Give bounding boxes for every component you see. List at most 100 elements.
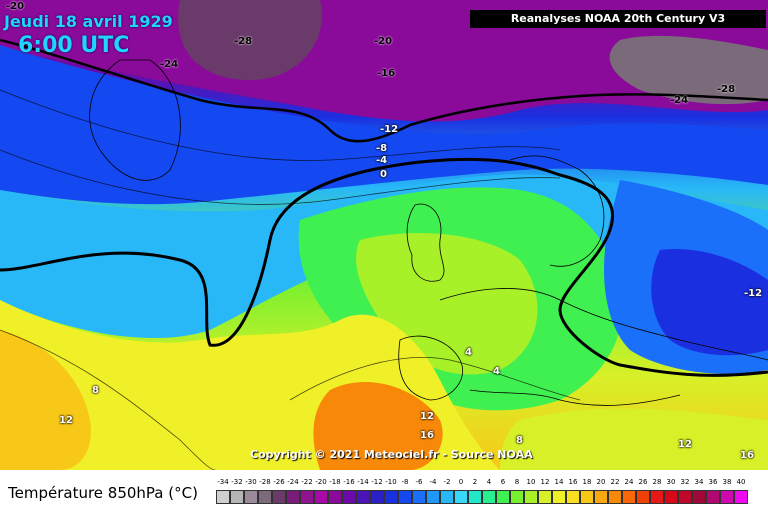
scale-color-swatch bbox=[524, 490, 538, 504]
isotherm-value-label: -24 bbox=[160, 59, 179, 70]
cold-core-greenland bbox=[178, 0, 322, 80]
scale-tick-label: 30 bbox=[666, 478, 676, 486]
scale-color-swatch bbox=[720, 490, 734, 504]
scale-tick-label: 14 bbox=[554, 478, 564, 486]
scale-color-swatch bbox=[412, 490, 426, 504]
isotherm-value-label: -28 bbox=[717, 84, 736, 95]
scale-tick-label: -14 bbox=[357, 478, 369, 486]
east-cold-core bbox=[651, 249, 768, 356]
isotherm-value-label: 4 bbox=[493, 366, 500, 377]
coastline-scandinavia bbox=[509, 155, 605, 267]
scale-tick-label: -18 bbox=[329, 478, 341, 486]
west-warm-zone bbox=[0, 330, 91, 470]
scale-color-swatch bbox=[608, 490, 622, 504]
scale-color-swatch bbox=[692, 490, 706, 504]
isotherm-value-label: 8 bbox=[516, 435, 523, 446]
copyright-label: Copyright © 2021 Meteociel.fr - Source N… bbox=[250, 448, 533, 461]
scale-tick-label: -30 bbox=[245, 478, 257, 486]
scale-color-swatch bbox=[566, 490, 580, 504]
scale-tick-label: 6 bbox=[500, 478, 506, 486]
scale-tick-label: 36 bbox=[708, 478, 718, 486]
coastline-mediterranean bbox=[469, 389, 681, 406]
scale-tick-label: 20 bbox=[596, 478, 606, 486]
scale-tick-label: 34 bbox=[694, 478, 704, 486]
blue-band bbox=[0, 45, 768, 205]
scale-tick-label: -22 bbox=[301, 478, 313, 486]
minus20-isotherm bbox=[0, 38, 768, 143]
scale-color-swatch bbox=[664, 490, 678, 504]
scale-color-swatch bbox=[342, 490, 356, 504]
scale-tick-label: 18 bbox=[582, 478, 592, 486]
scale-tick-label: -28 bbox=[259, 478, 271, 486]
isotherm-value-label: -28 bbox=[234, 36, 253, 47]
scale-color-swatch bbox=[678, 490, 692, 504]
isotherm-value-label: -16 bbox=[377, 68, 396, 79]
scale-color-swatch bbox=[314, 490, 328, 504]
source-label: Reanalyses NOAA 20th Century V3 bbox=[470, 10, 766, 28]
scale-color-swatch bbox=[636, 490, 650, 504]
scale-tick-label: -24 bbox=[287, 478, 299, 486]
scale-tick-label: 26 bbox=[638, 478, 648, 486]
scale-color-swatch bbox=[468, 490, 482, 504]
scale-color-swatch bbox=[496, 490, 510, 504]
scale-color-swatch bbox=[580, 490, 594, 504]
scale-tick-label: 28 bbox=[652, 478, 662, 486]
zero-isotherm bbox=[0, 157, 768, 377]
scale-color-swatch bbox=[594, 490, 608, 504]
cold-core-east bbox=[609, 35, 768, 105]
scale-color-swatch bbox=[622, 490, 636, 504]
scale-color-swatch bbox=[286, 490, 300, 504]
scale-color-swatch bbox=[300, 490, 314, 504]
scale-tick-label: 32 bbox=[680, 478, 690, 486]
scale-tick-label: 2 bbox=[472, 478, 478, 486]
scale-color-swatch bbox=[356, 490, 370, 504]
southeast-warm bbox=[500, 408, 768, 470]
isotherm-value-label: -20 bbox=[6, 1, 25, 12]
scale-tick-label: 38 bbox=[722, 478, 732, 486]
isotherm-value-label: 12 bbox=[59, 415, 73, 426]
scale-color-swatch bbox=[426, 490, 440, 504]
scale-tick-label: -2 bbox=[443, 478, 451, 486]
scale-tick-label: 10 bbox=[526, 478, 536, 486]
scale-tick-label: 0 bbox=[458, 478, 464, 486]
scale-tick-label: -8 bbox=[401, 478, 409, 486]
scale-color-swatch bbox=[650, 490, 664, 504]
temperature-map bbox=[0, 0, 768, 470]
scale-color-swatch bbox=[272, 490, 286, 504]
time-label: 6:00 UTC bbox=[18, 33, 130, 58]
scale-tick-label: 8 bbox=[514, 478, 520, 486]
scale-tick-label: -32 bbox=[231, 478, 243, 486]
scale-tick-label: 22 bbox=[610, 478, 620, 486]
scale-color-swatch bbox=[216, 490, 230, 504]
isotherm-value-label: -8 bbox=[376, 143, 388, 154]
scale-tick-label: -34 bbox=[217, 478, 229, 486]
scale-color-swatch bbox=[384, 490, 398, 504]
coastline-iberia bbox=[398, 335, 463, 401]
legend-title: Température 850hPa (°C) bbox=[8, 484, 198, 502]
scale-tick-label: -4 bbox=[429, 478, 437, 486]
scale-color-swatch bbox=[734, 490, 748, 504]
orange-zone bbox=[313, 381, 443, 470]
coastline-europe bbox=[439, 288, 768, 361]
isotherm-value-label: 8 bbox=[92, 385, 99, 396]
scale-color-swatch bbox=[706, 490, 720, 504]
scale-tick-label: -12 bbox=[371, 478, 383, 486]
scale-color-swatch bbox=[328, 490, 342, 504]
coastline-greenland bbox=[89, 59, 181, 181]
isotherm-value-label: 16 bbox=[420, 430, 434, 441]
scale-tick-label: 24 bbox=[624, 478, 634, 486]
isotherm-value-label: 4 bbox=[465, 347, 472, 358]
isotherm-value-label: -24 bbox=[670, 95, 689, 106]
scale-color-swatch bbox=[440, 490, 454, 504]
scale-tick-label: -16 bbox=[343, 478, 355, 486]
scale-tick-label: -6 bbox=[415, 478, 423, 486]
scale-color-swatch bbox=[258, 490, 272, 504]
isotherm-line bbox=[0, 329, 216, 470]
scale-tick-label: -20 bbox=[315, 478, 327, 486]
scale-color-swatch bbox=[370, 490, 384, 504]
scale-color-swatch bbox=[538, 490, 552, 504]
scale-tick-label: 4 bbox=[486, 478, 492, 486]
scale-color-swatch bbox=[244, 490, 258, 504]
isotherm-value-label: -12 bbox=[744, 288, 763, 299]
isotherm-value-label: 0 bbox=[380, 169, 387, 180]
